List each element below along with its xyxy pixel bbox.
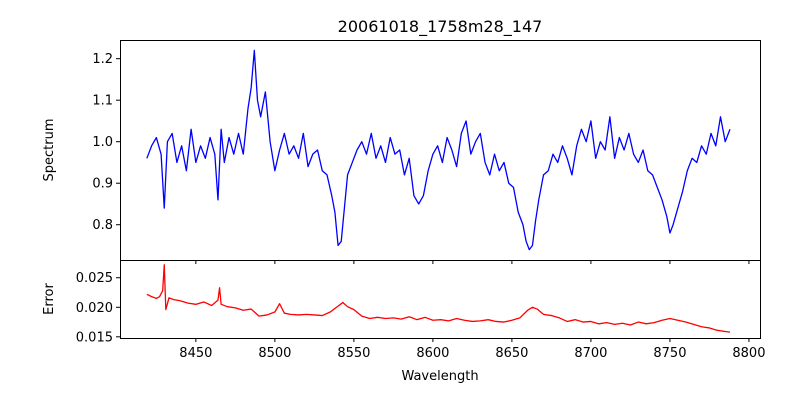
spectrum-y-tick-label: 0.9 [92, 177, 113, 192]
error-y-tick-label: 0.020 [76, 301, 113, 316]
error-axes-frame [120, 260, 761, 339]
x-tick-label: 8800 [732, 346, 765, 361]
x-tick-label: 8500 [258, 346, 291, 361]
spectrum-y-tick-label: 0.8 [92, 218, 113, 233]
error-y-axis-label: Error [42, 283, 57, 315]
x-tick-label: 8700 [574, 346, 607, 361]
error-y-tick-label: 0.015 [76, 330, 113, 345]
spectrum-panel: 0.8 0.9 1.0 1.1 1.2 Spectrum [42, 40, 761, 261]
error-panel: 0.015 0.020 0.025 8450 8500 8550 8600 8650 8700… [42, 260, 765, 384]
error-series-line [146, 264, 731, 333]
spectrum-y-tick-label: 1.2 [92, 52, 113, 67]
x-tick-label: 8550 [337, 346, 370, 361]
x-tick-label: 8600 [416, 346, 449, 361]
spectrum-plot-area [120, 40, 760, 260]
spectrum-y-tick-label: 1.1 [92, 94, 113, 109]
x-tick-label: 8650 [495, 346, 528, 361]
x-tick-label: 8450 [179, 346, 212, 361]
spectrum-y-axis-label: Spectrum [42, 119, 57, 182]
error-y-tick-label: 0.025 [76, 271, 113, 286]
spectrum-y-tick-label: 1.0 [92, 135, 113, 150]
spectrum-y-ticks: 0.8 0.9 1.0 1.1 1.2 [92, 52, 120, 233]
x-tick-label: 8750 [653, 346, 686, 361]
error-y-ticks: 0.015 0.020 0.025 [76, 271, 120, 345]
figure-title: 20061018_1758m28_147 [338, 17, 543, 37]
spectrum-series-line [146, 49, 731, 251]
error-plot-area [120, 260, 760, 338]
x-axis-label: Wavelength [401, 369, 478, 384]
wavelength-x-ticks: 8450 8500 8550 8600 8650 8700 8750 8800 [179, 260, 765, 361]
